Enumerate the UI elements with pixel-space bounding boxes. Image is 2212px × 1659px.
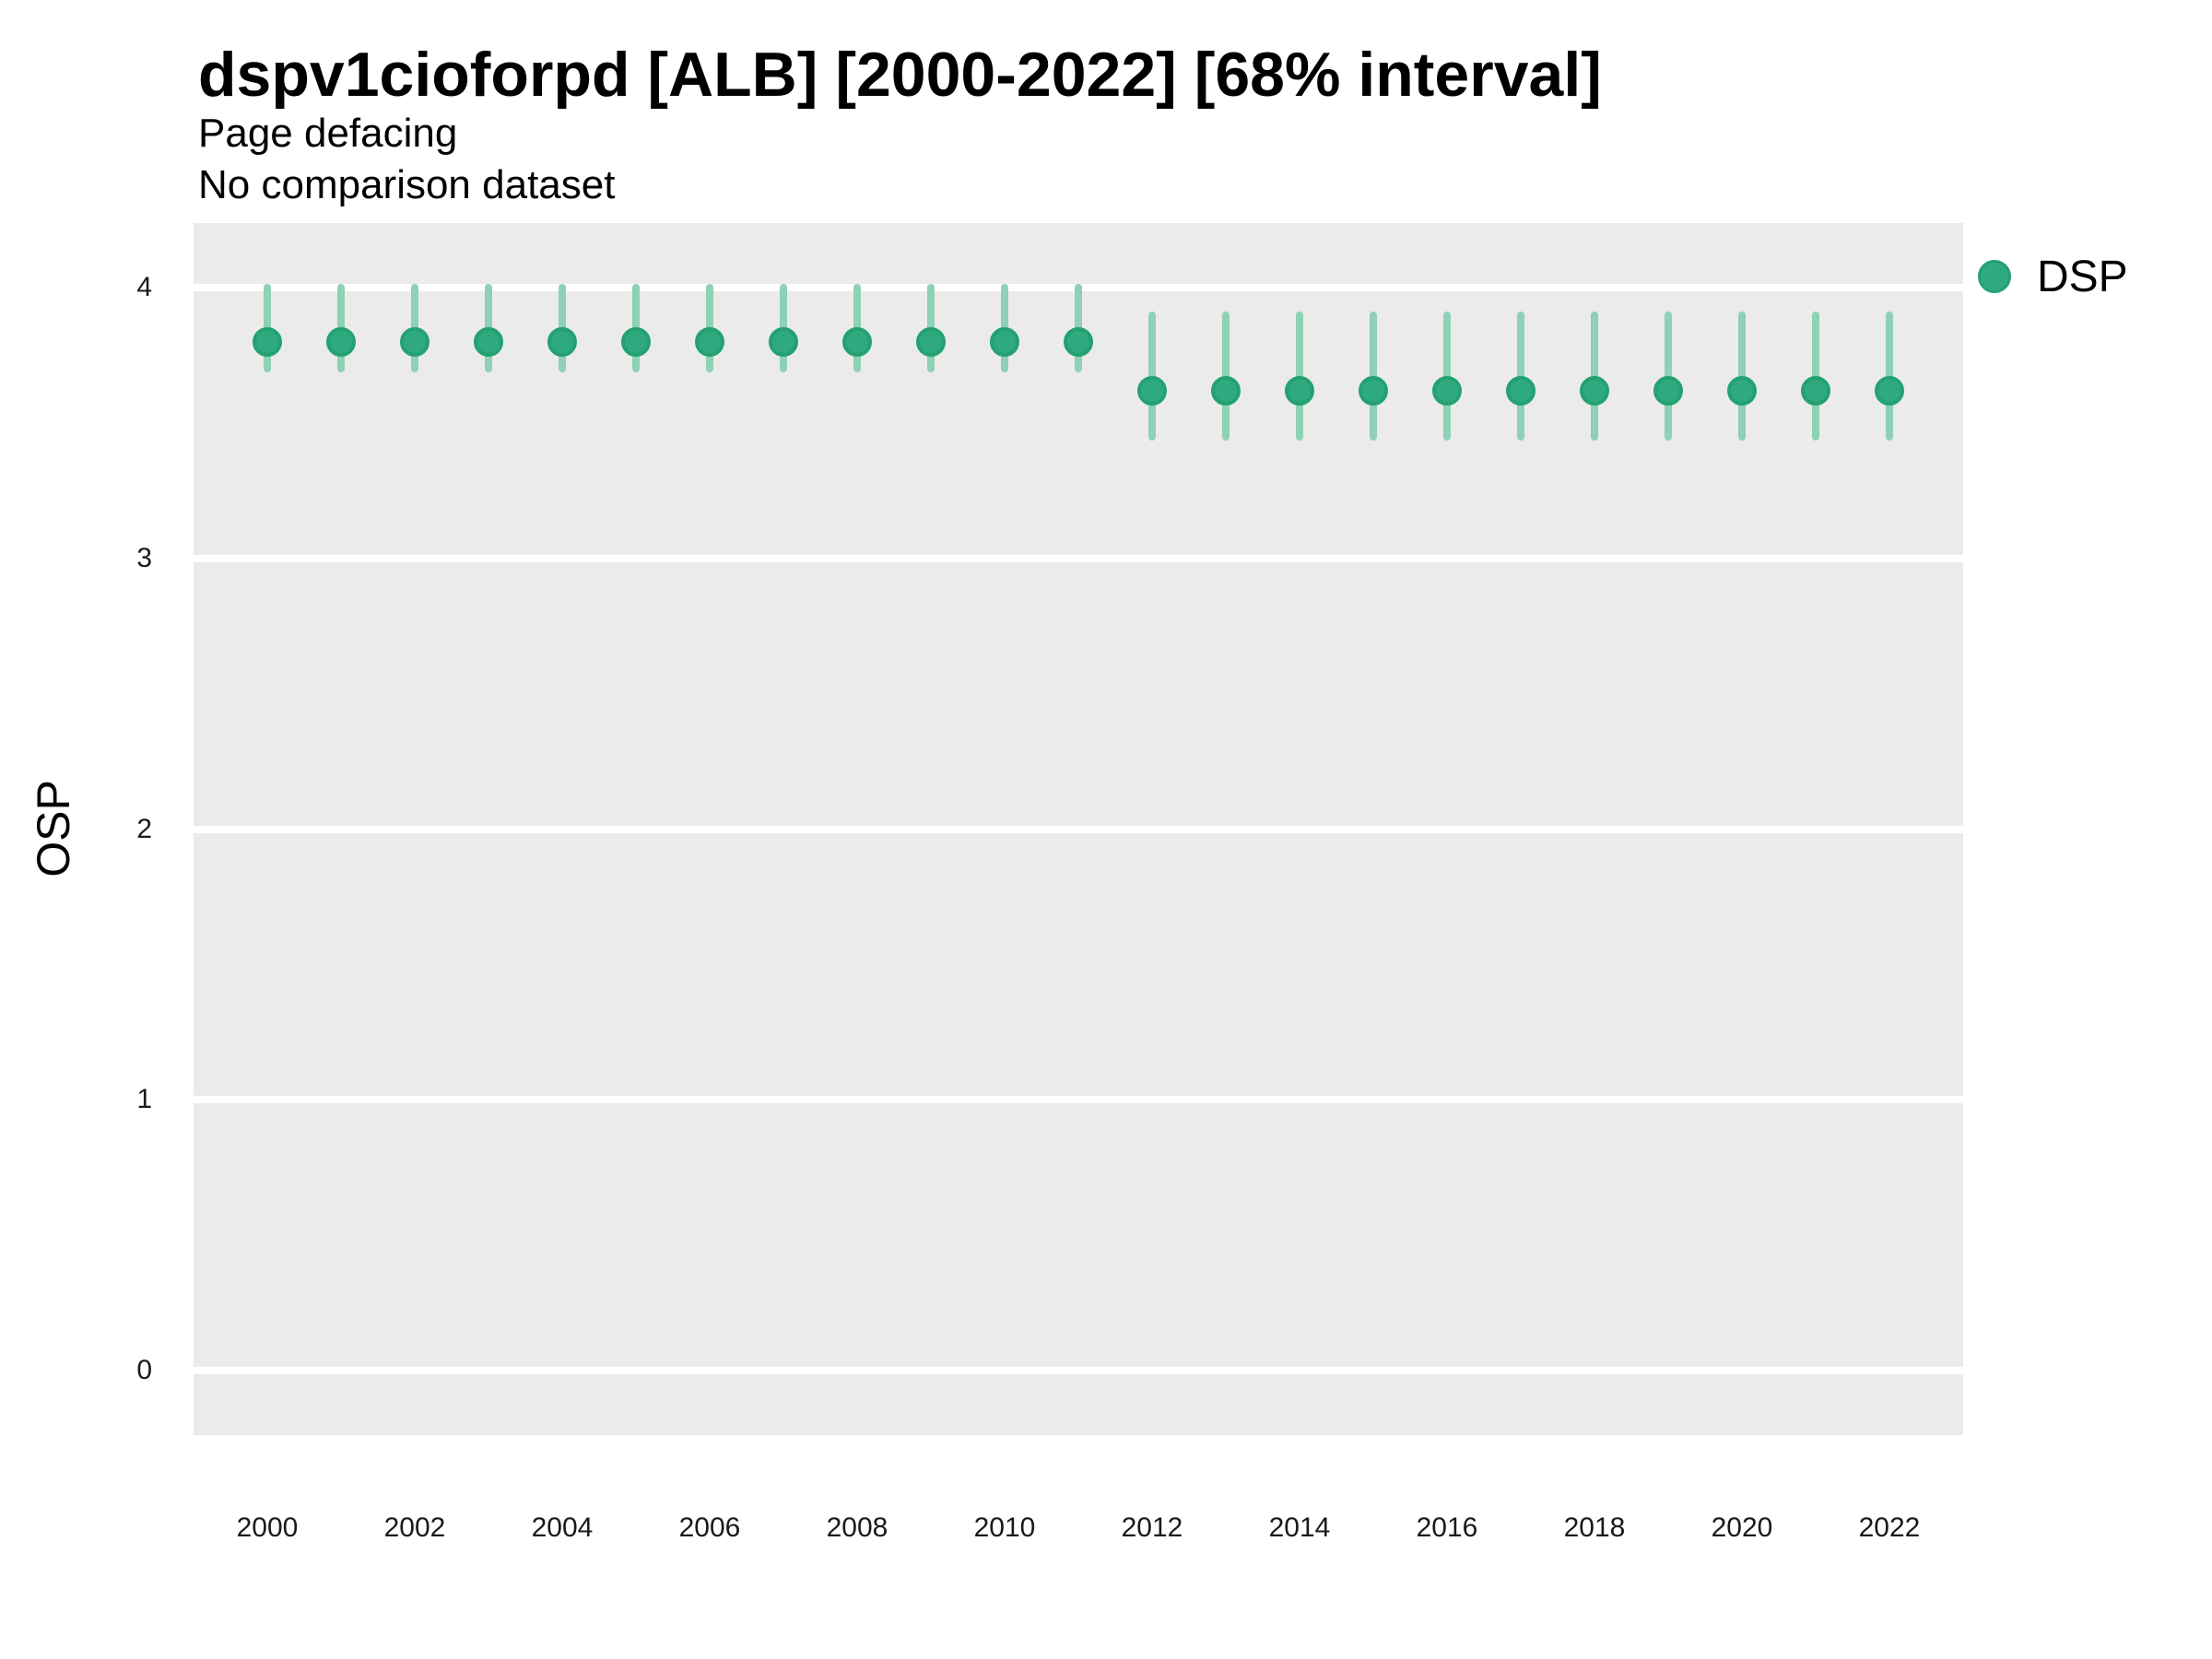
interval-bar-2016 bbox=[1443, 311, 1451, 441]
interval-bar-2012 bbox=[1148, 311, 1156, 441]
data-point-2010 bbox=[990, 327, 1019, 358]
data-point-2020 bbox=[1727, 375, 1757, 406]
data-point-2011 bbox=[1064, 327, 1093, 358]
data-point-2015 bbox=[1359, 375, 1388, 406]
data-point-2001 bbox=[326, 327, 356, 358]
data-point-2003 bbox=[474, 327, 503, 358]
y-tick-label-1: 1 bbox=[136, 1084, 152, 1115]
data-point-2006 bbox=[695, 327, 724, 358]
data-point-2012 bbox=[1137, 375, 1167, 406]
legend-label: DSP bbox=[2037, 252, 2128, 301]
data-point-2002 bbox=[400, 327, 429, 358]
x-tick-label-2008: 2008 bbox=[826, 1512, 888, 1543]
x-tick-label-2016: 2016 bbox=[1416, 1512, 1478, 1543]
y-tick-label-0: 0 bbox=[136, 1354, 152, 1385]
x-tick-label-2002: 2002 bbox=[383, 1512, 446, 1543]
data-point-2014 bbox=[1285, 375, 1314, 406]
gridline-y-0 bbox=[194, 1366, 1963, 1374]
y-tick-label-2: 2 bbox=[136, 813, 152, 844]
chart-subtitle-line2: No comparison dataset bbox=[198, 162, 616, 207]
data-point-2017 bbox=[1506, 375, 1535, 406]
data-point-2008 bbox=[842, 327, 872, 358]
x-tick-label-2004: 2004 bbox=[531, 1512, 594, 1543]
interval-bar-2020 bbox=[1738, 311, 1746, 441]
plot-panel bbox=[194, 223, 1963, 1435]
y-tick-label-3: 3 bbox=[136, 542, 152, 573]
y-axis-label: OSP bbox=[28, 780, 79, 877]
legend: DSP bbox=[1978, 251, 2128, 302]
interval-bar-2019 bbox=[1665, 311, 1672, 441]
x-tick-label-2018: 2018 bbox=[1563, 1512, 1626, 1543]
data-point-2004 bbox=[547, 327, 577, 358]
data-point-2016 bbox=[1432, 375, 1462, 406]
interval-bar-2013 bbox=[1222, 311, 1230, 441]
interval-bar-2022 bbox=[1886, 311, 1893, 441]
interval-bar-2014 bbox=[1296, 311, 1303, 441]
interval-bar-2018 bbox=[1591, 311, 1598, 441]
y-tick-label-4: 4 bbox=[136, 272, 152, 303]
data-point-2018 bbox=[1580, 375, 1609, 406]
interval-bar-2017 bbox=[1517, 311, 1524, 441]
data-point-2000 bbox=[253, 327, 282, 358]
x-tick-label-2010: 2010 bbox=[973, 1512, 1036, 1543]
gridline-y-2 bbox=[194, 825, 1963, 833]
x-tick-label-2020: 2020 bbox=[1711, 1512, 1773, 1543]
x-tick-label-2012: 2012 bbox=[1121, 1512, 1183, 1543]
interval-bar-2015 bbox=[1370, 311, 1377, 441]
x-tick-label-2006: 2006 bbox=[678, 1512, 741, 1543]
interval-bar-2021 bbox=[1812, 311, 1819, 441]
gridline-y-3 bbox=[194, 554, 1963, 562]
chart-subtitle-line1: Page defacing bbox=[198, 111, 458, 156]
data-point-2009 bbox=[916, 327, 946, 358]
data-point-2007 bbox=[769, 327, 798, 358]
x-tick-label-2000: 2000 bbox=[236, 1512, 299, 1543]
data-point-2013 bbox=[1211, 375, 1241, 406]
x-tick-label-2022: 2022 bbox=[1858, 1512, 1921, 1543]
data-point-2022 bbox=[1875, 375, 1904, 406]
x-tick-label-2014: 2014 bbox=[1268, 1512, 1331, 1543]
legend-marker-icon bbox=[1978, 260, 2011, 293]
data-point-2005 bbox=[621, 327, 651, 358]
gridline-y-1 bbox=[194, 1096, 1963, 1104]
chart-title: dspv1cioforpd [ALB] [2000-2022] [68% int… bbox=[198, 40, 1602, 110]
data-point-2019 bbox=[1653, 375, 1683, 406]
data-point-2021 bbox=[1801, 375, 1830, 406]
